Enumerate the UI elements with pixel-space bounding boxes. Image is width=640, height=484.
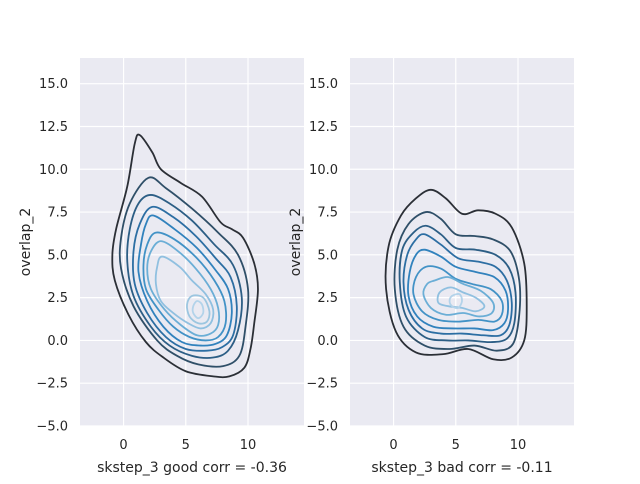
left-x-tick-label: 0	[119, 438, 127, 453]
left-y-axis-label: overlap_2	[18, 208, 34, 276]
right-contour-level	[402, 233, 513, 338]
right-contour-level	[448, 293, 463, 310]
right-y-tick-label: −5.0	[306, 420, 338, 435]
right-contour-level	[398, 224, 517, 344]
right-y-tick-label: −2.5	[306, 377, 338, 392]
left-y-tick-label: 10.0	[39, 163, 68, 178]
right-y-tick-label: 12.5	[309, 120, 338, 135]
right-y-tick-label: 5.0	[317, 248, 338, 263]
right-contour-level	[412, 265, 504, 323]
right-plot-area	[350, 58, 574, 426]
right-contours	[384, 188, 528, 362]
left-contour-level	[111, 133, 259, 379]
right-y-tick-label: 2.5	[317, 291, 338, 306]
right-y-tick-labels: −5.0 −2.5 0.0 2.5 5.0 7.5 10.0 12.5 15.0	[306, 77, 338, 434]
right-contour-level	[384, 188, 528, 362]
left-x-tick-labels: 0 5 10	[119, 438, 256, 453]
left-kde-panel: −5.0 −2.5 0.0 2.5 5.0 7.5 10.0 12.5 15.0 0 5 10 sk…	[18, 58, 304, 476]
left-y-tick-label: 2.5	[47, 291, 68, 306]
left-x-tick-label: 10	[240, 438, 257, 453]
left-y-tick-labels: −5.0 −2.5 0.0 2.5 5.0 7.5 10.0 12.5 15.0	[36, 77, 68, 434]
right-contour-level	[407, 248, 509, 332]
right-contour-level	[422, 276, 496, 318]
right-x-tick-label: 5	[452, 438, 460, 453]
left-y-tick-label: −5.0	[36, 420, 68, 435]
left-contour-level	[146, 240, 220, 337]
right-y-axis-label: overlap_2	[288, 208, 304, 276]
right-y-tick-label: 0.0	[317, 334, 338, 349]
right-kde-panel: −5.0 −2.5 0.0 2.5 5.0 7.5 10.0 12.5 15.0 0 5 10 sk…	[288, 58, 574, 476]
left-y-tick-label: 5.0	[47, 248, 68, 263]
right-contour-level	[393, 211, 522, 352]
left-contour-level	[132, 205, 238, 352]
left-contour-level	[154, 255, 215, 330]
right-y-tick-label: 10.0	[309, 163, 338, 178]
right-x-tick-label: 10	[510, 438, 527, 453]
left-y-tick-label: −2.5	[36, 377, 68, 392]
right-y-tick-label: 7.5	[317, 206, 338, 221]
left-y-tick-label: 0.0	[47, 334, 68, 349]
left-y-tick-label: 15.0	[39, 77, 68, 92]
left-x-tick-label: 5	[182, 438, 190, 453]
left-contour-level	[191, 300, 205, 320]
right-x-axis-label: skstep_3 bad corr = -0.11	[371, 460, 552, 476]
right-x-tick-labels: 0 5 10	[389, 438, 526, 453]
left-y-tick-label: 7.5	[47, 206, 68, 221]
left-gridlines	[80, 58, 304, 427]
left-contour-level	[126, 194, 243, 359]
left-y-tick-label: 12.5	[39, 120, 68, 135]
right-contour-level	[436, 286, 486, 313]
left-contour-level	[186, 294, 211, 325]
left-contour-level	[137, 214, 233, 347]
left-plot-area	[80, 58, 304, 426]
left-contours	[111, 133, 259, 379]
right-x-tick-label: 0	[389, 438, 397, 453]
right-y-tick-label: 15.0	[309, 77, 338, 92]
left-contour-level	[118, 176, 250, 368]
left-x-axis-label: skstep_3 good corr = -0.36	[97, 460, 287, 476]
left-contour-level	[142, 231, 228, 342]
